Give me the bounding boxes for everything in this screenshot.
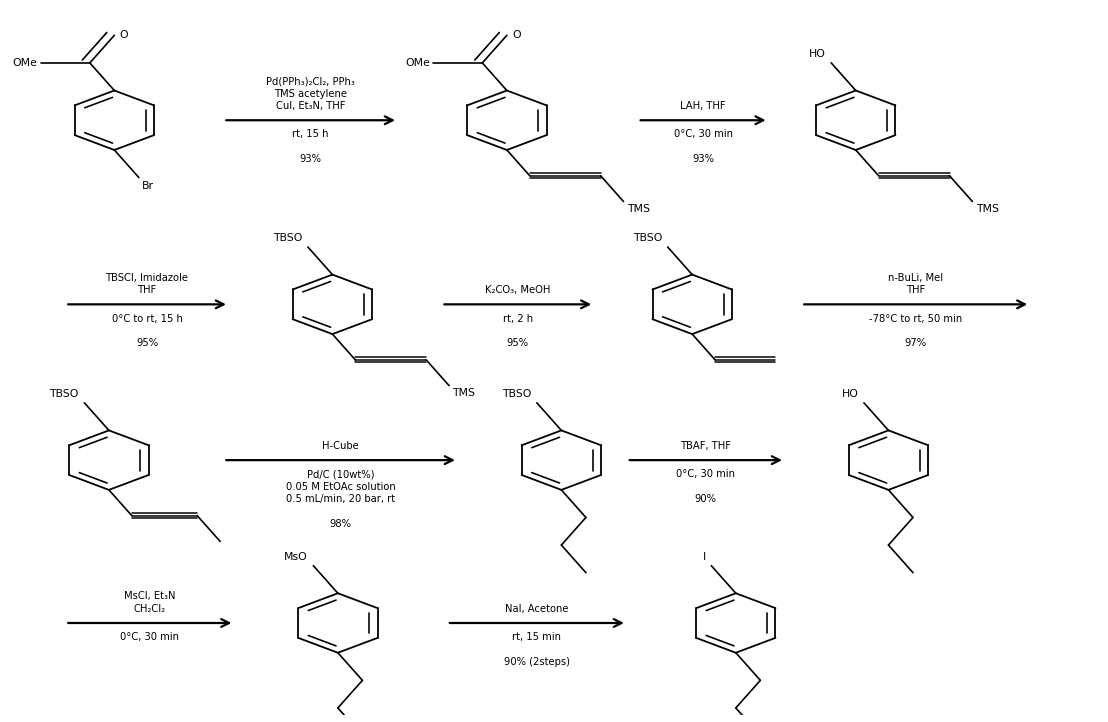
Text: TBSCl, Imidazole
THF: TBSCl, Imidazole THF — [105, 273, 188, 295]
Text: OMe: OMe — [12, 58, 38, 68]
Text: TMS: TMS — [976, 204, 998, 214]
Text: O: O — [512, 30, 521, 40]
Text: 0°C, 30 min

90%: 0°C, 30 min 90% — [676, 469, 736, 504]
Text: HO: HO — [809, 49, 825, 59]
Text: rt, 15 h

93%: rt, 15 h 93% — [293, 129, 329, 164]
Text: MsCl, Et₃N
CH₂Cl₂: MsCl, Et₃N CH₂Cl₂ — [124, 591, 175, 614]
Text: 0°C, 30 min

93%: 0°C, 30 min 93% — [674, 129, 732, 164]
Text: I: I — [702, 552, 706, 562]
Text: rt, 2 h

95%: rt, 2 h 95% — [503, 313, 533, 348]
Text: rt, 15 min

90% (2steps): rt, 15 min 90% (2steps) — [504, 632, 570, 667]
Text: TBSO: TBSO — [50, 389, 79, 399]
Text: TBSO: TBSO — [502, 389, 532, 399]
Text: Pd/C (10wt%)
0.05 M EtOAc solution
0.5 mL/min, 20 bar, rt

98%: Pd/C (10wt%) 0.05 M EtOAc solution 0.5 m… — [286, 469, 396, 529]
Text: 0°C, 30 min: 0°C, 30 min — [121, 632, 179, 642]
Text: TBSO: TBSO — [273, 233, 302, 243]
Text: H-Cube: H-Cube — [322, 441, 359, 451]
Text: -78°C to rt, 50 min

97%: -78°C to rt, 50 min 97% — [869, 313, 963, 348]
Text: TMS: TMS — [627, 204, 649, 214]
Text: TBSO: TBSO — [633, 233, 663, 243]
Text: LAH, THF: LAH, THF — [680, 101, 726, 111]
Text: HO: HO — [842, 389, 859, 399]
Text: OMe: OMe — [406, 58, 430, 68]
Text: TBAF, THF: TBAF, THF — [680, 441, 731, 451]
Text: 0°C to rt, 15 h

95%: 0°C to rt, 15 h 95% — [112, 313, 183, 348]
Text: Pd(PPh₃)₂Cl₂, PPh₃
TMS acetylene
CuI, Et₃N, THF: Pd(PPh₃)₂Cl₂, PPh₃ TMS acetylene CuI, Et… — [266, 77, 355, 111]
Text: NaI, Acetone: NaI, Acetone — [505, 604, 568, 614]
Text: K₂CO₃, MeOH: K₂CO₃, MeOH — [485, 285, 551, 295]
Text: n-BuLi, MeI
THF: n-BuLi, MeI THF — [889, 273, 943, 295]
Text: O: O — [120, 30, 129, 40]
Text: TMS: TMS — [452, 388, 475, 399]
Text: Br: Br — [142, 181, 154, 191]
Text: MsO: MsO — [284, 552, 308, 562]
